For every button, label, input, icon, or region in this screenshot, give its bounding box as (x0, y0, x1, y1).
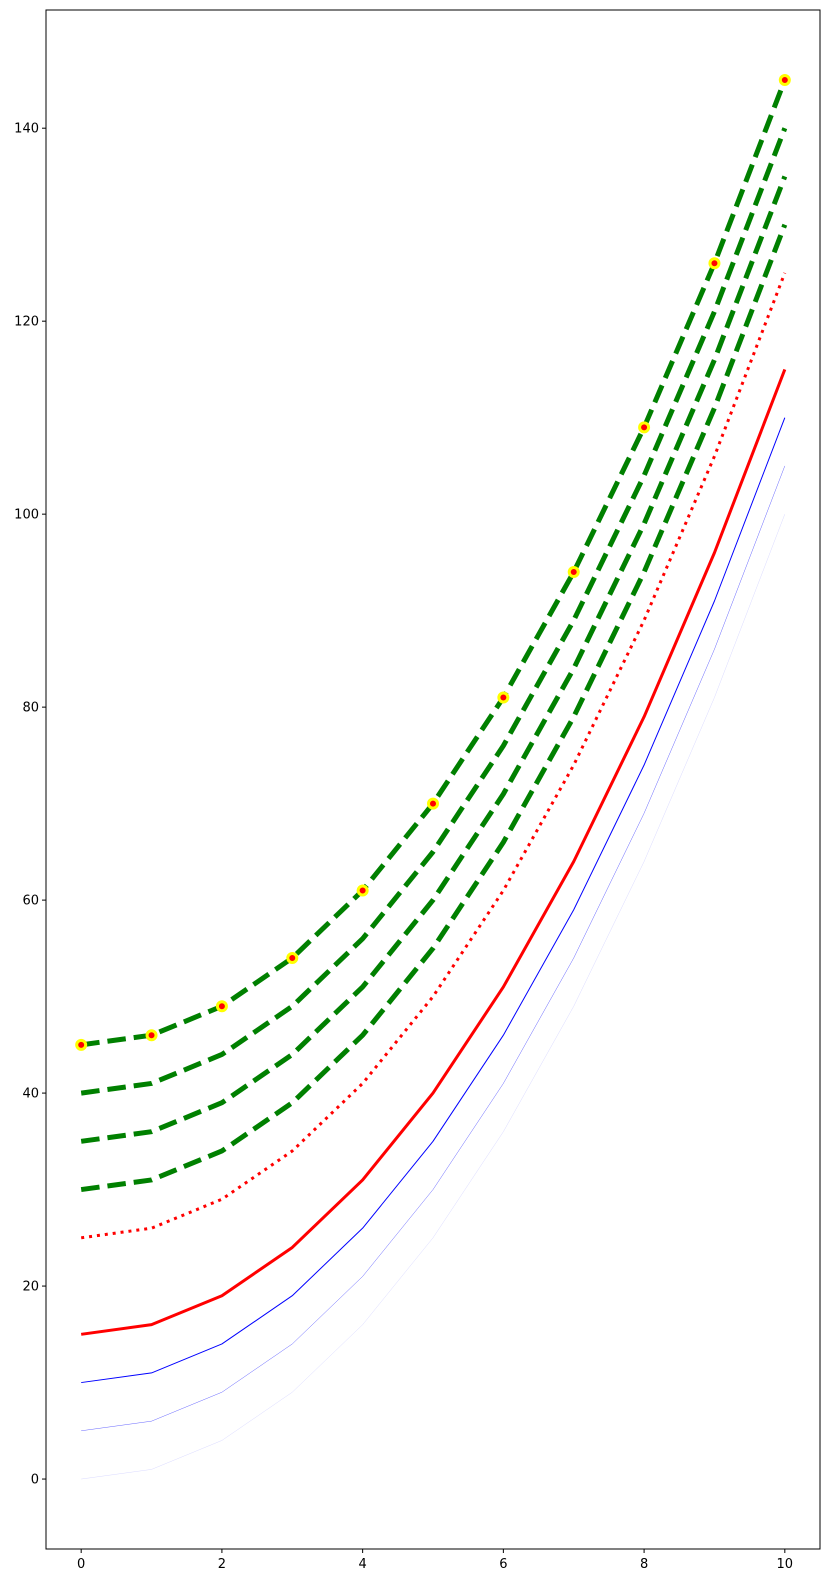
series-line-2 (81, 417, 786, 1384)
axes-background (46, 10, 820, 1549)
x-tick-label-8: 8 (640, 1557, 648, 1572)
y-tick-label-40: 40 (22, 1087, 39, 1102)
series-marker-8-7 (567, 566, 580, 579)
y-tick-label-20: 20 (22, 1280, 39, 1295)
y-tick-label-100: 100 (14, 508, 39, 523)
series-line-6 (80, 175, 788, 1144)
y-tick-label-0: 0 (31, 1473, 39, 1488)
series-line-1 (81, 465, 786, 1432)
x-axis: 0 2 4 6 8 10 (77, 1549, 793, 1572)
series-marker-8-10 (778, 73, 791, 86)
series-line-5 (80, 223, 788, 1193)
series-marker-8-1 (145, 1029, 158, 1042)
y-tick-label-140: 140 (14, 122, 39, 137)
y-tick-label-60: 60 (22, 894, 39, 909)
series-marker-8-0 (75, 1038, 88, 1051)
x-tick-label-4: 4 (358, 1557, 366, 1572)
series-line-4 (80, 272, 787, 1240)
x-tick-label-2: 2 (218, 1557, 226, 1572)
y-tick-label-80: 80 (22, 701, 39, 716)
series-marker-8-4 (356, 884, 369, 897)
axes-frame (45, 9, 821, 1550)
x-tick-label-10: 10 (777, 1557, 794, 1572)
plot-area (45, 9, 821, 1550)
y-tick-label-120: 120 (14, 315, 39, 330)
series-marker-8-2 (215, 1000, 228, 1013)
series-marker-8-8 (638, 421, 651, 434)
x-tick-label-6: 6 (499, 1557, 507, 1572)
series-marker-8-6 (497, 691, 510, 704)
x-tick-label-0: 0 (77, 1557, 85, 1572)
series-marker-8-3 (286, 952, 299, 964)
series-line-3 (80, 368, 787, 1336)
y-axis: 0 20 40 60 80 100 120 140 (14, 122, 46, 1488)
series-marker-8-5 (427, 797, 439, 810)
series-layer (75, 73, 791, 1480)
series-marker-8-9 (708, 257, 721, 270)
series-line-7 (80, 127, 788, 1096)
series-line-0 (81, 514, 785, 1480)
